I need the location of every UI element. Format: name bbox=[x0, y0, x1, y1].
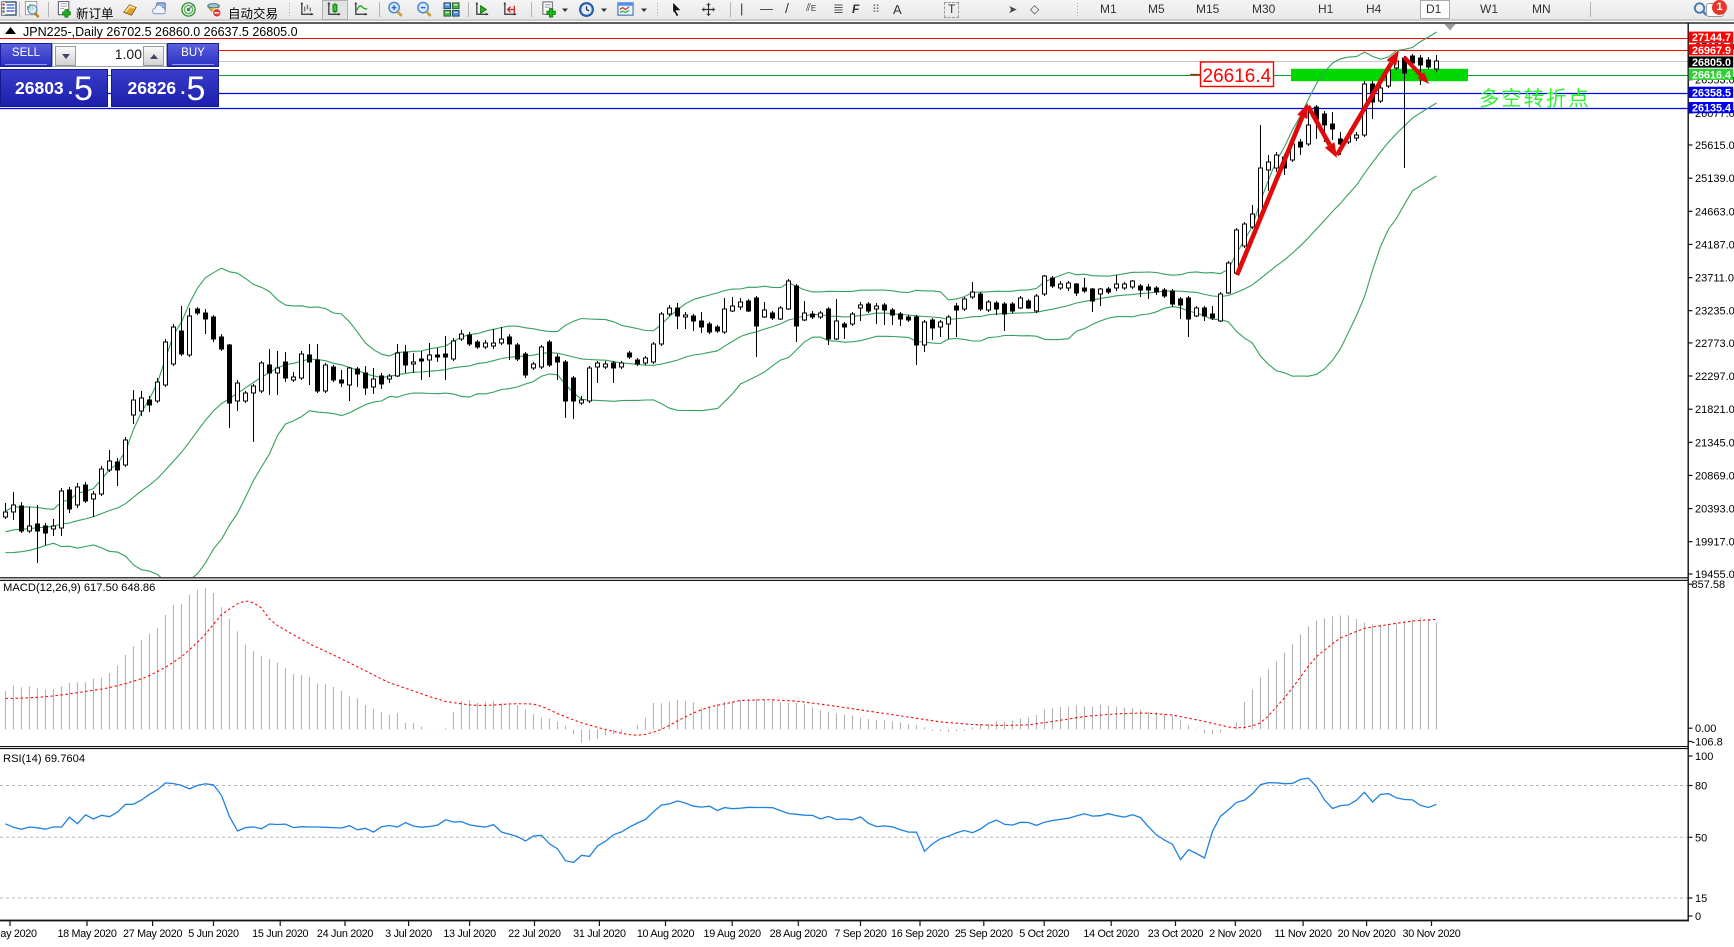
svg-text:19455.0: 19455.0 bbox=[1695, 569, 1734, 581]
svg-text:26616.4: 26616.4 bbox=[1203, 66, 1272, 87]
svg-text:24663.0: 24663.0 bbox=[1695, 206, 1734, 218]
svg-text:15 Jun 2020: 15 Jun 2020 bbox=[252, 928, 308, 940]
svg-text:JPN225-,Daily 26702.5 26860.0: JPN225-,Daily 26702.5 26860.0 26637.5 26… bbox=[23, 25, 298, 39]
svg-text:21821.0: 21821.0 bbox=[1695, 404, 1734, 416]
svg-text:0.00: 0.00 bbox=[1695, 723, 1716, 735]
svg-text:31 Jul 2020: 31 Jul 2020 bbox=[573, 928, 626, 940]
svg-text:22773.0: 22773.0 bbox=[1695, 338, 1734, 350]
svg-text:11 Nov 2020: 11 Nov 2020 bbox=[1275, 928, 1332, 940]
svg-text:21345.0: 21345.0 bbox=[1695, 437, 1734, 449]
svg-text:MACD(12,26,9) 617.50 648.86: MACD(12,26,9) 617.50 648.86 bbox=[3, 582, 155, 594]
svg-text:3 Jul 2020: 3 Jul 2020 bbox=[385, 928, 432, 940]
svg-text:80: 80 bbox=[1695, 781, 1707, 793]
svg-text:23711.0: 23711.0 bbox=[1695, 273, 1734, 285]
svg-text:27 May 2020: 27 May 2020 bbox=[123, 928, 182, 940]
svg-text:19 Aug 2020: 19 Aug 2020 bbox=[704, 928, 762, 940]
svg-text:13 Jul 2020: 13 Jul 2020 bbox=[443, 928, 496, 940]
svg-text:10 Aug 2020: 10 Aug 2020 bbox=[637, 928, 695, 940]
svg-text:14 Oct 2020: 14 Oct 2020 bbox=[1083, 928, 1139, 940]
svg-text:22297.0: 22297.0 bbox=[1695, 371, 1734, 383]
svg-text:50: 50 bbox=[1695, 832, 1707, 844]
svg-text:20869.0: 20869.0 bbox=[1695, 470, 1734, 482]
svg-text:8 May 2020: 8 May 2020 bbox=[0, 928, 37, 940]
svg-text:5 Jun 2020: 5 Jun 2020 bbox=[188, 928, 239, 940]
svg-text:28 Aug 2020: 28 Aug 2020 bbox=[770, 928, 828, 940]
svg-text:25 Sep 2020: 25 Sep 2020 bbox=[955, 928, 1013, 940]
svg-text:15: 15 bbox=[1695, 893, 1707, 905]
svg-text:25615.0: 25615.0 bbox=[1695, 140, 1734, 152]
svg-text:26805.0: 26805.0 bbox=[1692, 57, 1731, 69]
svg-text:18 May 2020: 18 May 2020 bbox=[57, 928, 116, 940]
svg-text:26358.5: 26358.5 bbox=[1692, 87, 1731, 99]
svg-text:24187.0: 24187.0 bbox=[1695, 239, 1734, 251]
svg-text:16 Sep 2020: 16 Sep 2020 bbox=[891, 928, 949, 940]
svg-text:19917.0: 19917.0 bbox=[1695, 537, 1734, 549]
svg-text:26967.9: 26967.9 bbox=[1692, 45, 1731, 57]
svg-text:0: 0 bbox=[1695, 911, 1701, 923]
svg-text:857.58: 857.58 bbox=[1692, 579, 1726, 591]
svg-text:RSI(14) 69.7604: RSI(14) 69.7604 bbox=[3, 753, 85, 765]
svg-text:7 Sep 2020: 7 Sep 2020 bbox=[834, 928, 887, 940]
svg-text:20 Nov 2020: 20 Nov 2020 bbox=[1338, 928, 1396, 940]
svg-text:22 Jul 2020: 22 Jul 2020 bbox=[508, 928, 561, 940]
svg-text:多空转折点: 多空转折点 bbox=[1479, 88, 1591, 111]
svg-text:5 Oct 2020: 5 Oct 2020 bbox=[1019, 928, 1069, 940]
svg-text:30 Nov 2020: 30 Nov 2020 bbox=[1403, 928, 1461, 940]
svg-text:25139.0: 25139.0 bbox=[1695, 173, 1734, 185]
svg-text:100: 100 bbox=[1695, 751, 1713, 763]
svg-text:-106.8: -106.8 bbox=[1692, 737, 1723, 749]
svg-text:27144.7: 27144.7 bbox=[1692, 32, 1731, 44]
svg-text:23235.0: 23235.0 bbox=[1695, 306, 1734, 318]
svg-text:24 Jun 2020: 24 Jun 2020 bbox=[317, 928, 373, 940]
svg-text:23 Oct 2020: 23 Oct 2020 bbox=[1148, 928, 1204, 940]
svg-text:20393.0: 20393.0 bbox=[1695, 504, 1734, 516]
svg-text:26135.4: 26135.4 bbox=[1692, 103, 1731, 115]
svg-text:26616.4: 26616.4 bbox=[1692, 69, 1731, 81]
svg-text:2 Nov 2020: 2 Nov 2020 bbox=[1209, 928, 1262, 940]
